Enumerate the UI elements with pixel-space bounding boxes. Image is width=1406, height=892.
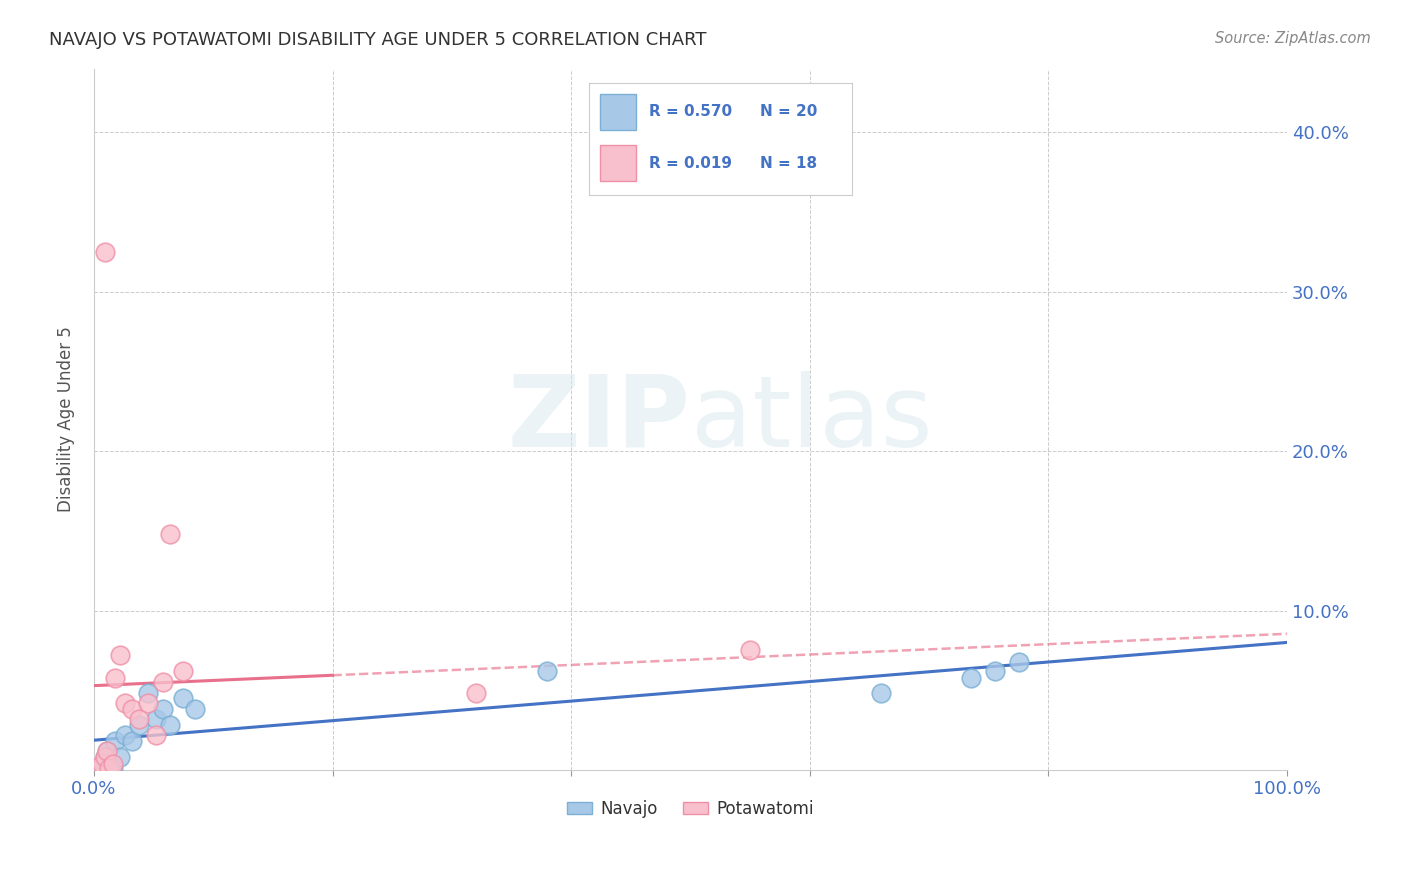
Point [984,664,1007,678]
Text: ZIP: ZIP [508,371,690,467]
Point [114,696,136,710]
Point [960,671,983,685]
Y-axis label: Disability Age Under 5: Disability Age Under 5 [58,326,75,512]
Point [128,712,150,726]
Point [104,734,127,748]
Point [870,686,893,700]
Point [91,756,114,771]
Point [464,686,486,700]
Point [136,686,159,700]
Point [96,744,118,758]
Point [740,643,762,657]
Legend: Navajo, Potawatomi: Navajo, Potawatomi [561,794,821,825]
Point [108,750,131,764]
Point [101,756,124,771]
Point [87,760,110,774]
Point [1007,655,1029,669]
Point [121,734,143,748]
Point [145,712,167,726]
Point [91,758,114,772]
Point [184,702,207,716]
Point [152,675,174,690]
Point [104,671,127,685]
Point [172,664,194,678]
Point [536,664,558,678]
Point [93,750,115,764]
Point [101,761,124,775]
Text: NAVAJO VS POTAWATOMI DISABILITY AGE UNDER 5 CORRELATION CHART: NAVAJO VS POTAWATOMI DISABILITY AGE UNDE… [49,31,707,49]
Point [96,744,118,758]
Point [114,728,136,742]
Point [159,527,181,541]
Point [93,750,115,764]
Point [159,718,181,732]
Point [98,761,121,775]
Point [121,702,143,716]
Point [93,244,115,259]
Point [98,756,121,771]
Point [108,648,131,663]
Point [152,702,174,716]
Point [172,691,194,706]
Point [136,696,159,710]
Point [128,718,150,732]
Point [87,763,110,777]
Text: Source: ZipAtlas.com: Source: ZipAtlas.com [1215,31,1371,46]
Text: atlas: atlas [690,371,932,467]
Point [145,728,167,742]
